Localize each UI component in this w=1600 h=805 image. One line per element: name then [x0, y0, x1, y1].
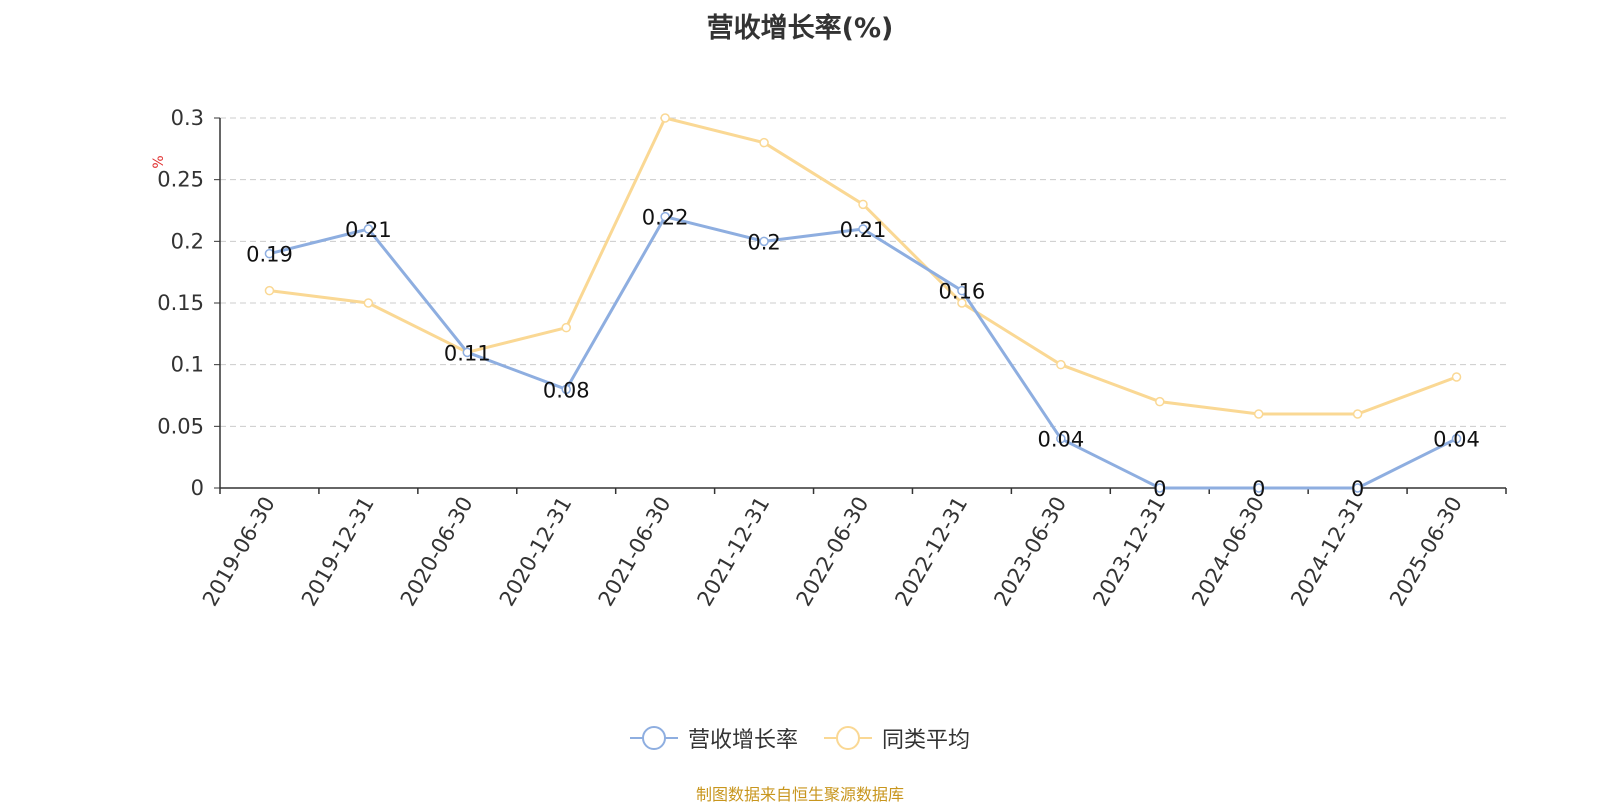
- data-point: [1253, 409, 1264, 419]
- data-point: [1451, 433, 1462, 444]
- x-tick-label: 2022-06-30: [792, 493, 874, 611]
- data-point: [1352, 483, 1363, 493]
- data-point: [1451, 372, 1462, 382]
- legend-item-revenue-growth[interactable]: 营收增长率: [629, 722, 798, 754]
- data-point: [363, 298, 374, 308]
- data-label: 0.04: [1433, 428, 1480, 452]
- legend-line-circle-icon: [629, 726, 678, 750]
- data-point: [858, 199, 868, 210]
- data-point: [462, 347, 473, 358]
- y-tick-label: 0.2: [171, 229, 204, 253]
- data-label: 0.2: [747, 230, 780, 254]
- data-point: [264, 285, 275, 296]
- data-label: 0.11: [444, 341, 491, 365]
- data-point: [1352, 409, 1363, 419]
- x-tick-label: 2022-12-31: [890, 493, 972, 611]
- x-tick-label: 2021-06-30: [594, 493, 676, 611]
- legend-item-peer-average[interactable]: 同类平均: [824, 722, 970, 754]
- data-point: [1056, 359, 1066, 370]
- legend: 营收增长率 同类平均: [0, 722, 1600, 754]
- source-note: 制图数据来自恒生聚源数据库: [695, 785, 904, 804]
- data-point: [561, 384, 571, 395]
- x-tick-label: 2019-06-30: [198, 493, 280, 611]
- x-tick-label: 2025-06-30: [1385, 493, 1467, 611]
- legend-label: 同类平均: [882, 728, 971, 753]
- data-point: [1155, 483, 1165, 493]
- data-label: 0.22: [642, 206, 689, 230]
- y-tick-label: 0.25: [157, 168, 204, 192]
- data-label: 0: [1153, 477, 1166, 501]
- series-line: [269, 116, 1458, 416]
- y-tick-label: 0.05: [157, 414, 204, 438]
- y-tick-label: 0: [191, 476, 204, 500]
- data-point: [957, 298, 967, 308]
- data-label: 0.08: [543, 378, 590, 402]
- data-point: [561, 322, 571, 333]
- data-point: [264, 248, 275, 259]
- data-point: [660, 211, 670, 222]
- x-tick-label: 2024-12-31: [1286, 493, 1368, 611]
- data-label: 0.19: [246, 243, 293, 267]
- chart-title: 营收增长率(%): [706, 13, 894, 44]
- data-point: [1155, 396, 1165, 407]
- data-label: 0.21: [345, 218, 392, 242]
- x-tick-label: 2021-12-31: [693, 493, 775, 611]
- data-label: 0: [1252, 477, 1265, 501]
- data-point: [660, 113, 670, 123]
- x-tick-label: 2019-12-31: [297, 493, 379, 611]
- data-point: [858, 224, 868, 234]
- data-point: [957, 285, 967, 296]
- legend-circle: [641, 726, 666, 750]
- x-tick-label: 2020-12-31: [495, 493, 577, 611]
- data-point: [1056, 433, 1066, 444]
- data-point: [759, 236, 769, 247]
- data-point: [1253, 483, 1264, 493]
- y-tick-label: 0.3: [171, 106, 204, 130]
- x-tick-label: 2024-06-30: [1187, 493, 1269, 611]
- y-tick-label: 0.15: [157, 291, 204, 315]
- x-tick-label: 2023-06-30: [989, 493, 1071, 611]
- legend-line-circle-icon: [824, 726, 872, 750]
- data-label: 0.21: [840, 218, 887, 242]
- data-point: [363, 224, 374, 234]
- data-point: [759, 137, 769, 148]
- data-label: 0: [1351, 477, 1364, 501]
- legend-label: 营收增长率: [687, 728, 798, 753]
- data-label: 0.16: [939, 280, 986, 304]
- x-tick-label: 2023-12-31: [1088, 493, 1170, 611]
- data-label: 0.04: [1037, 428, 1084, 452]
- legend-circle: [836, 726, 860, 750]
- y-tick-label: 0.1: [171, 353, 204, 377]
- y-axis-label: %: [151, 155, 167, 168]
- x-tick-label: 2020-06-30: [396, 493, 478, 611]
